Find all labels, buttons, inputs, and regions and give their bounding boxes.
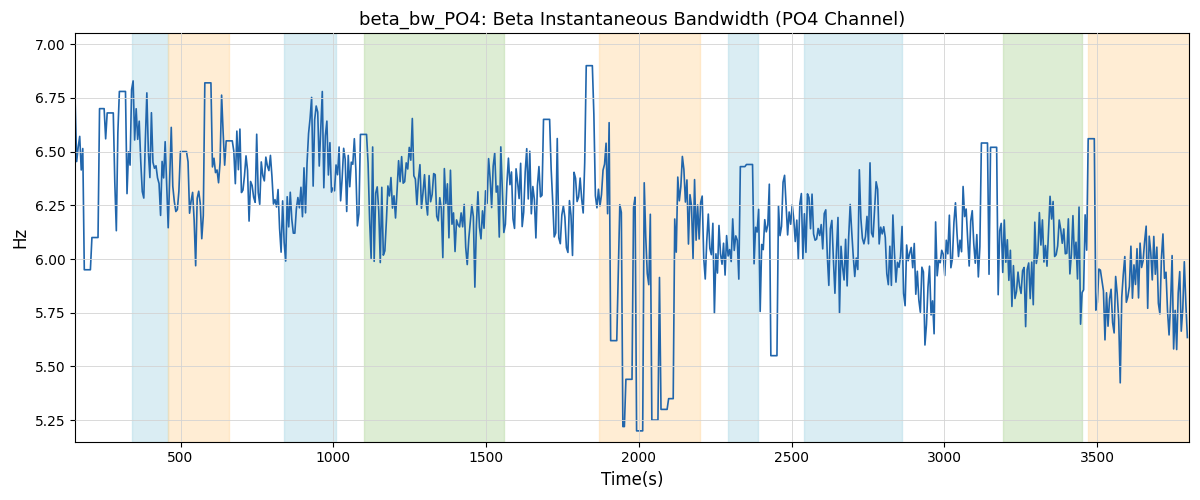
Bar bbox=[727, 34, 758, 442]
Bar bbox=[804, 34, 901, 442]
Bar bbox=[168, 34, 229, 442]
Bar bbox=[1088, 34, 1189, 442]
X-axis label: Time(s): Time(s) bbox=[601, 471, 664, 489]
Bar bbox=[284, 34, 336, 442]
Bar bbox=[1002, 34, 1082, 442]
Bar bbox=[132, 34, 168, 442]
Title: beta_bw_PO4: Beta Instantaneous Bandwidth (PO4 Channel): beta_bw_PO4: Beta Instantaneous Bandwidt… bbox=[359, 11, 905, 30]
Y-axis label: Hz: Hz bbox=[11, 227, 29, 248]
Bar bbox=[364, 34, 504, 442]
Bar bbox=[599, 34, 700, 442]
